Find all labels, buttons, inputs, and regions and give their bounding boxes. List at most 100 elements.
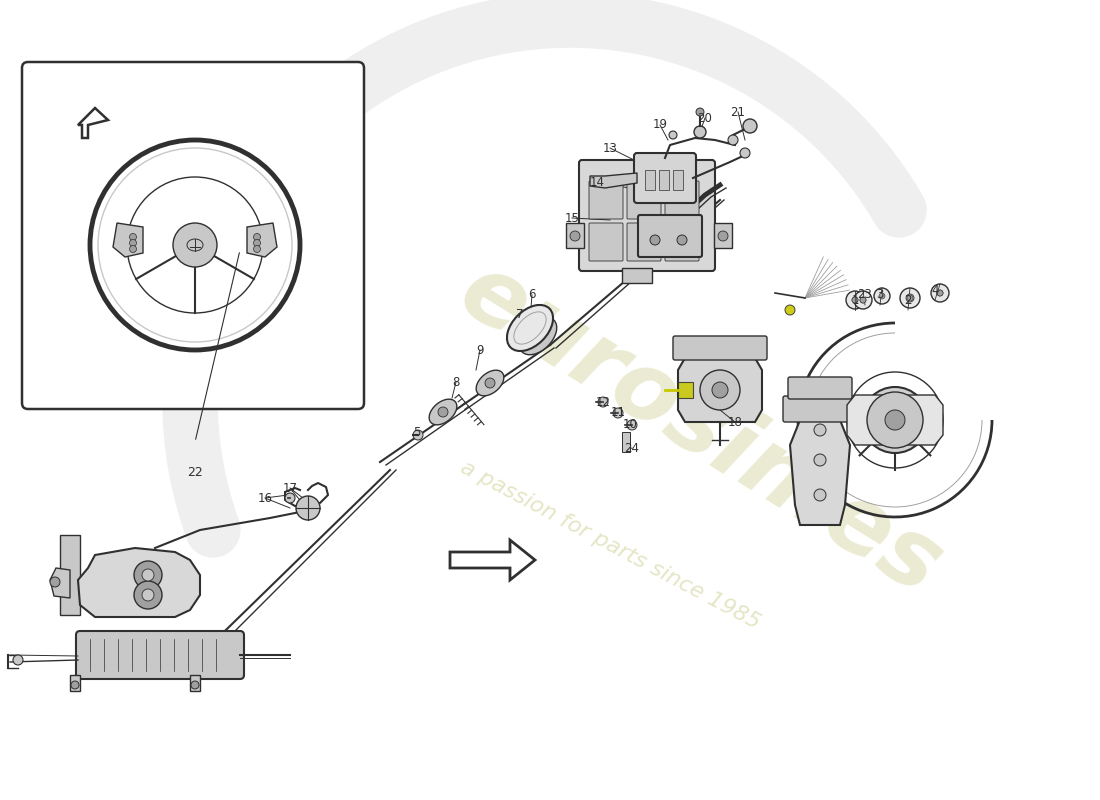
Circle shape (742, 119, 757, 133)
Circle shape (142, 569, 154, 581)
Bar (190, 675, 200, 691)
Circle shape (874, 288, 890, 304)
Bar (659, 170, 669, 190)
Circle shape (50, 577, 60, 587)
Text: 13: 13 (603, 142, 617, 154)
Circle shape (740, 148, 750, 158)
Circle shape (173, 223, 217, 267)
Bar (60, 535, 80, 615)
Circle shape (880, 294, 884, 298)
Text: 7: 7 (516, 309, 524, 322)
Circle shape (134, 581, 162, 609)
Circle shape (676, 235, 688, 245)
Bar (621, 432, 630, 452)
Polygon shape (248, 223, 277, 257)
Circle shape (860, 297, 866, 303)
Bar (70, 675, 80, 691)
Circle shape (134, 561, 162, 589)
FancyBboxPatch shape (673, 336, 767, 360)
Circle shape (627, 420, 637, 430)
Circle shape (728, 135, 738, 145)
Text: 22: 22 (187, 466, 202, 478)
FancyBboxPatch shape (666, 223, 698, 261)
Ellipse shape (507, 305, 553, 351)
FancyBboxPatch shape (788, 377, 853, 399)
Ellipse shape (519, 318, 557, 354)
Circle shape (13, 655, 23, 665)
Bar (566, 223, 584, 248)
Circle shape (867, 392, 923, 448)
Circle shape (130, 234, 136, 241)
Circle shape (937, 290, 943, 296)
Text: 14: 14 (590, 177, 605, 190)
Circle shape (785, 305, 795, 315)
Polygon shape (450, 540, 535, 580)
Circle shape (937, 290, 943, 296)
Circle shape (669, 131, 676, 139)
Circle shape (854, 291, 872, 309)
Circle shape (438, 407, 448, 417)
Circle shape (814, 424, 826, 436)
Circle shape (931, 284, 949, 302)
Circle shape (285, 493, 295, 503)
Circle shape (191, 681, 199, 689)
Text: 16: 16 (257, 491, 273, 505)
Text: 5: 5 (414, 426, 420, 438)
Text: 6: 6 (528, 289, 536, 302)
Text: a passion for parts since 1985: a passion for parts since 1985 (456, 458, 763, 633)
Text: 12: 12 (595, 395, 610, 409)
FancyBboxPatch shape (76, 631, 244, 679)
FancyBboxPatch shape (588, 223, 623, 261)
Circle shape (570, 231, 580, 241)
Bar (673, 170, 683, 190)
Ellipse shape (476, 370, 504, 396)
Circle shape (852, 297, 858, 303)
Polygon shape (590, 173, 637, 188)
Circle shape (712, 382, 728, 398)
Circle shape (718, 231, 728, 241)
Circle shape (650, 235, 660, 245)
Circle shape (485, 378, 495, 388)
Circle shape (700, 370, 740, 410)
Circle shape (846, 291, 864, 309)
Bar (714, 223, 732, 248)
Bar (678, 382, 693, 398)
Circle shape (900, 288, 920, 308)
Circle shape (906, 294, 914, 302)
Circle shape (814, 454, 826, 466)
Circle shape (613, 408, 623, 418)
Text: 23: 23 (858, 289, 872, 302)
FancyBboxPatch shape (634, 153, 696, 203)
Circle shape (814, 489, 826, 501)
Polygon shape (113, 223, 143, 257)
Circle shape (130, 246, 136, 253)
Circle shape (598, 397, 608, 407)
Polygon shape (847, 395, 943, 445)
Text: 1: 1 (851, 294, 859, 306)
Text: 21: 21 (730, 106, 746, 118)
Circle shape (696, 108, 704, 116)
Circle shape (694, 126, 706, 138)
Bar (621, 268, 652, 283)
Text: 2: 2 (904, 294, 912, 306)
Circle shape (862, 387, 928, 453)
Text: eurosimes: eurosimes (442, 245, 958, 615)
Circle shape (142, 589, 154, 601)
Circle shape (253, 234, 261, 241)
Bar (645, 170, 654, 190)
Text: 17: 17 (283, 482, 297, 494)
Circle shape (253, 246, 261, 253)
Polygon shape (50, 568, 70, 598)
Circle shape (253, 239, 261, 246)
FancyBboxPatch shape (638, 215, 702, 257)
Circle shape (412, 430, 424, 440)
Text: 18: 18 (727, 415, 742, 429)
Circle shape (296, 496, 320, 520)
FancyBboxPatch shape (627, 223, 661, 261)
Text: 9: 9 (476, 343, 484, 357)
Text: 19: 19 (652, 118, 668, 131)
Polygon shape (678, 358, 762, 422)
Text: 20: 20 (697, 111, 713, 125)
Text: 11: 11 (610, 406, 626, 419)
FancyBboxPatch shape (783, 396, 857, 422)
